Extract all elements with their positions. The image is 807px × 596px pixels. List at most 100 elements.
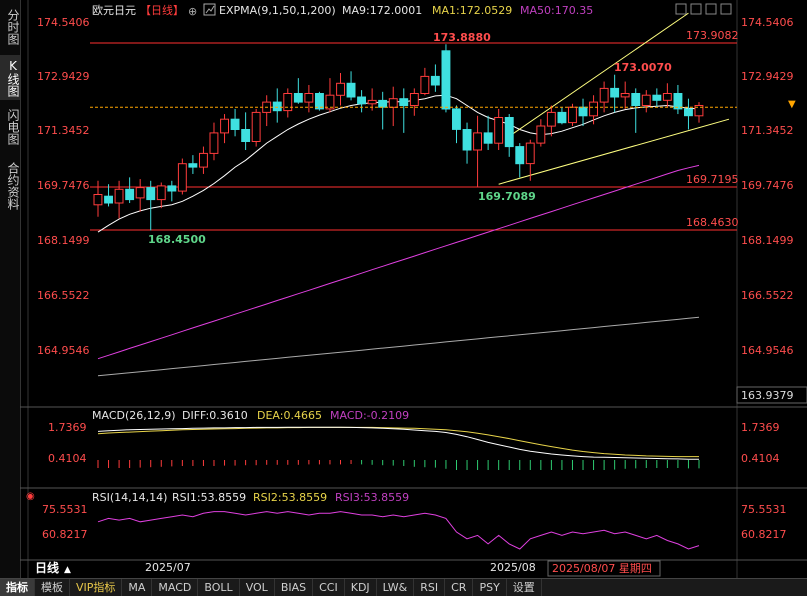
rsi-line (97, 511, 700, 550)
bottom-tab[interactable]: VIP指标 (70, 579, 123, 596)
rsi-tick-left: 75.5531 (42, 503, 88, 516)
bottom-tab[interactable]: CCI (313, 579, 345, 596)
right-tick: 174.5406 (741, 16, 794, 29)
zoom-in-icon[interactable] (690, 3, 702, 15)
candle (525, 139, 535, 181)
candle-body (177, 163, 187, 192)
candle (546, 105, 556, 137)
ma200-line (97, 316, 700, 377)
candle-body (525, 142, 535, 165)
candle (399, 88, 409, 133)
ma1-value: MA1:172.0529 (432, 4, 512, 17)
macd-histogram (97, 460, 700, 470)
crosshair-icon[interactable] (675, 3, 687, 15)
period-selector[interactable]: 日线 (35, 560, 59, 575)
bottom-tab[interactable]: CR (445, 579, 474, 596)
candle-body (104, 195, 113, 204)
candle (662, 83, 672, 108)
candle (325, 78, 335, 113)
tab-kline[interactable]: K线图 (0, 55, 20, 100)
candle (673, 84, 683, 115)
bottom-tab[interactable]: MACD (152, 579, 199, 596)
rsi2-value: RSI2:53.8559 (253, 491, 327, 504)
candle-body (220, 118, 230, 134)
macd-lines (97, 426, 699, 460)
bottom-tab[interactable]: LW& (377, 579, 415, 596)
candle (230, 108, 240, 137)
macd-diff: DIFF:0.3610 (182, 409, 248, 422)
annotation-recent-high: 173.0070 (614, 61, 672, 74)
annotation-low2: 169.7089 (478, 190, 536, 203)
level-label-3: 168.4630 (686, 216, 739, 229)
tab-contract-info[interactable]: 合约资料 (6, 162, 20, 210)
candle-body (114, 188, 124, 204)
candle-body (230, 118, 240, 130)
candle-body (378, 99, 388, 108)
candle-body (336, 82, 346, 96)
candle (452, 105, 461, 144)
candle-body (167, 185, 177, 192)
candle-body (209, 132, 219, 154)
candle-body (462, 129, 472, 151)
settings-circle-icon[interactable]: ⊕ (188, 5, 197, 18)
candle-body (199, 152, 208, 168)
channel-upper-line (508, 12, 689, 137)
candle (610, 74, 620, 113)
left-tick: 171.3452 (37, 124, 90, 137)
bottom-tab[interactable]: VOL (240, 579, 275, 596)
left-tick: 164.9546 (37, 344, 90, 357)
bottom-tab[interactable]: RSI (414, 579, 446, 596)
min-price-box (736, 386, 807, 404)
candlesticks (93, 44, 704, 231)
bottom-tab[interactable]: MA (122, 579, 153, 596)
bottom-toolbar: 指标 模板 VIP指标 MA MACD BOLL VOL BIAS CCI KDJ LW& RSI CR… (0, 578, 807, 596)
candle-body (315, 93, 324, 110)
candle-body (156, 185, 166, 201)
candle (104, 184, 113, 207)
candle-body (283, 93, 293, 112)
indicator-box-icon[interactable] (203, 3, 216, 16)
candle-body (125, 188, 135, 201)
macd-title: MACD(26,12,9) (92, 409, 176, 422)
annotation-high: 173.8880 (433, 31, 491, 44)
left-tick: 174.5406 (37, 16, 90, 29)
bottom-tab[interactable]: 指标 (0, 579, 35, 596)
rsi1-value: RSI1:53.8559 (172, 491, 246, 504)
candle-body (357, 96, 367, 105)
bottom-tab[interactable]: 设置 (507, 579, 542, 596)
candle-body (420, 75, 430, 95)
bottom-tab[interactable]: 模板 (35, 579, 70, 596)
bottom-tab[interactable]: PSY (473, 579, 507, 596)
candle-body (399, 98, 409, 106)
candle-body (568, 106, 577, 124)
tab-time-sharing[interactable]: 分时图 (6, 9, 20, 45)
zoom-out-icon[interactable] (705, 3, 717, 15)
candle-body (589, 101, 598, 117)
candle-body (325, 94, 335, 110)
candle (536, 119, 546, 147)
right-tick: 172.9429 (741, 70, 794, 83)
candle-body (557, 111, 567, 124)
candle-body (388, 98, 398, 108)
candle-body (367, 99, 377, 105)
candle-body (293, 93, 303, 103)
price-annotations: 173.8880 168.4500 169.7089 173.0070 (148, 31, 672, 246)
period-dropdown-icon[interactable]: ▲ (64, 565, 71, 575)
tab-lightning[interactable]: 闪电图 (6, 109, 20, 145)
candle-body (304, 93, 314, 103)
trend-channel (498, 12, 730, 185)
candle (631, 88, 641, 133)
fullscreen-icon[interactable] (720, 3, 732, 15)
bottom-tab[interactable]: BOLL (198, 579, 240, 596)
bottom-tab[interactable]: BIAS (275, 579, 314, 596)
symbol-name: 欧元日元 (92, 4, 136, 17)
candle (251, 108, 261, 147)
bottom-tab[interactable]: KDJ (345, 579, 377, 596)
candle-body (515, 146, 525, 165)
candle-body (631, 93, 641, 106)
candle-body (473, 132, 483, 151)
candle (473, 115, 483, 188)
chart-area[interactable]: 欧元日元 【日线】 ⊕ EXPMA(9,1,50,1,200) MA9:172.… (0, 0, 807, 578)
candle-body (483, 132, 493, 144)
candle (188, 155, 198, 174)
